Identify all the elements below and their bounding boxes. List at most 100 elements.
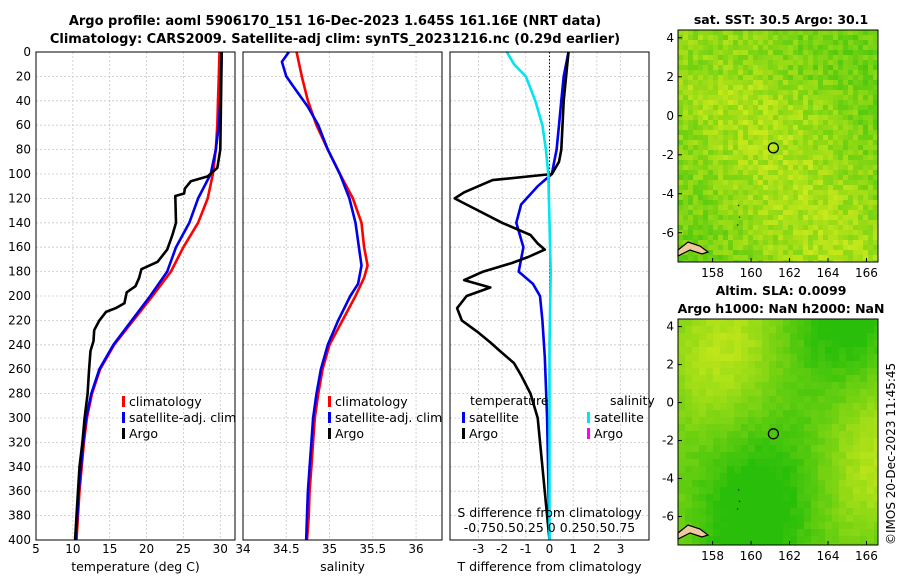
- map-cell: [763, 190, 768, 195]
- map-cell: [838, 85, 843, 90]
- map-cell: [798, 130, 803, 135]
- map-cell: [703, 200, 708, 205]
- map-cell: [797, 494, 804, 501]
- map-cell: [733, 40, 738, 45]
- map-cell: [763, 150, 768, 155]
- map-cell: [804, 508, 811, 515]
- map-cell: [728, 140, 733, 145]
- map-cell: [838, 175, 843, 180]
- map-cell: [808, 185, 813, 190]
- map-cell: [718, 35, 723, 40]
- map-cell: [755, 340, 762, 347]
- map-cell: [720, 354, 727, 361]
- map-cell: [713, 70, 718, 75]
- map-cell: [858, 100, 863, 105]
- map-cell: [688, 130, 693, 135]
- map-cell: [727, 543, 734, 545]
- map-cell: [734, 340, 741, 347]
- map-cell: [762, 438, 769, 445]
- map-cell: [874, 319, 878, 326]
- map-cell: [818, 487, 825, 494]
- map-cell: [793, 35, 798, 40]
- sla-map-title-1: Altim. SLA: 0.0099: [715, 283, 847, 298]
- map-cell: [874, 347, 878, 354]
- map-cell: [753, 85, 758, 90]
- map-cell: [825, 396, 832, 403]
- map-cell: [858, 195, 863, 200]
- map-cell: [718, 155, 723, 160]
- map-cell: [818, 85, 823, 90]
- map-cell: [793, 110, 798, 115]
- map-cell: [723, 125, 728, 130]
- map-cell: [743, 90, 748, 95]
- map-cell: [867, 438, 874, 445]
- map-cell: [678, 200, 683, 205]
- x-tick-label: 2: [593, 542, 601, 556]
- map-cell: [874, 473, 878, 480]
- map-cell: [693, 250, 698, 255]
- map-cell: [748, 375, 755, 382]
- map-cell: [685, 508, 692, 515]
- map-cell: [811, 515, 818, 522]
- map-cell: [692, 410, 699, 417]
- map-cell: [818, 155, 823, 160]
- map-cell: [688, 90, 693, 95]
- map-cell: [733, 70, 738, 75]
- map-cell: [692, 326, 699, 333]
- map-cell: [699, 543, 706, 545]
- island-dot: [737, 204, 740, 207]
- map-cell: [748, 60, 753, 65]
- map-cell: [823, 195, 828, 200]
- map-cell: [818, 333, 825, 340]
- map-cell: [713, 50, 718, 55]
- map-cell: [803, 45, 808, 50]
- map-cell: [825, 522, 832, 529]
- map-cell: [808, 255, 813, 260]
- map-cell: [804, 473, 811, 480]
- map-cell: [813, 150, 818, 155]
- map-cell: [685, 340, 692, 347]
- map-cell: [804, 354, 811, 361]
- map-cell: [678, 85, 683, 90]
- map-cell: [867, 529, 874, 536]
- map-cell: [873, 45, 878, 50]
- map-cell: [804, 536, 811, 543]
- map-cell: [818, 255, 823, 260]
- map-cell: [758, 185, 763, 190]
- map-cell: [718, 205, 723, 210]
- map-cell: [797, 382, 804, 389]
- map-cell: [699, 508, 706, 515]
- map-cell: [868, 205, 873, 210]
- map-cell: [839, 389, 846, 396]
- map-cell: [698, 40, 703, 45]
- map-cell: [783, 466, 790, 473]
- map-cell: [867, 473, 874, 480]
- map-cell: [853, 45, 858, 50]
- map-cell: [678, 45, 683, 50]
- map-cell: [860, 473, 867, 480]
- map-cell: [734, 445, 741, 452]
- map-cell: [808, 240, 813, 245]
- map-cell: [798, 120, 803, 125]
- map-cell: [863, 90, 868, 95]
- map-cell: [803, 90, 808, 95]
- map-cell: [853, 225, 858, 230]
- map-cell: [778, 260, 783, 262]
- map-cell: [738, 65, 743, 70]
- map-cell: [748, 240, 753, 245]
- map-cell: [685, 354, 692, 361]
- map-cell: [728, 165, 733, 170]
- map-cell: [688, 55, 693, 60]
- map-cell: [868, 230, 873, 235]
- map-cell: [868, 95, 873, 100]
- map-cell: [738, 200, 743, 205]
- map-cell: [678, 190, 683, 195]
- map-cell: [755, 417, 762, 424]
- map-cell: [683, 40, 688, 45]
- map-cell: [769, 396, 776, 403]
- map-cell: [758, 245, 763, 250]
- map-cell: [773, 70, 778, 75]
- map-cell: [692, 417, 699, 424]
- map-cell: [698, 235, 703, 240]
